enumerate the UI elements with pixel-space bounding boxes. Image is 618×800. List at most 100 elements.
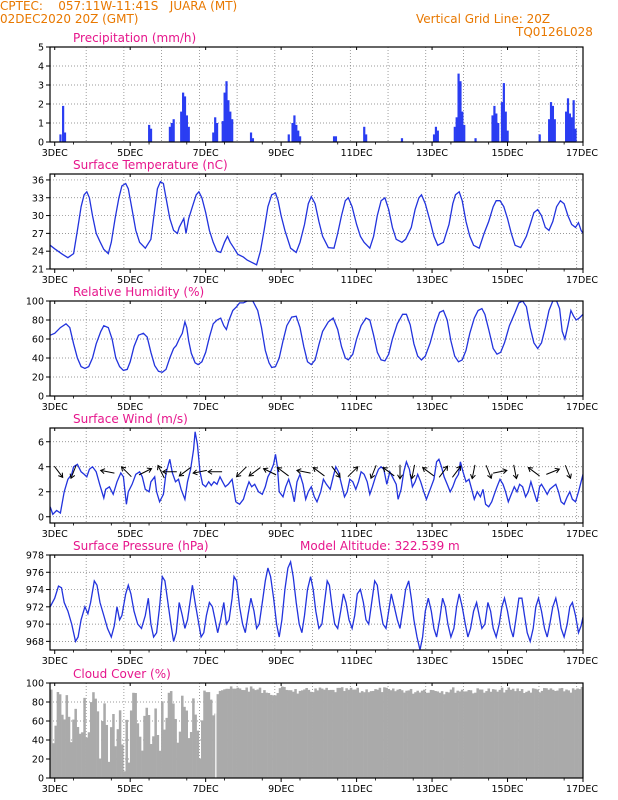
cloud-bar: [192, 698, 195, 778]
cloud-bar: [296, 693, 300, 778]
wind-data: [50, 431, 583, 516]
cloud-bar: [367, 692, 371, 778]
x-tick-label: 5DEC: [117, 148, 143, 159]
wind-frame: [49, 427, 584, 524]
wind-arrow-shaft: [347, 466, 359, 478]
cloud-bar: [300, 690, 304, 778]
cloud-bar: [189, 732, 193, 778]
cloud-bar: [309, 691, 313, 778]
wind-arrow-shaft: [382, 467, 395, 477]
wind-arrow-head: [512, 474, 519, 480]
wind-arrow-head: [397, 474, 403, 480]
cloud-bar: [258, 687, 262, 778]
x-tick-label: 9DEC: [268, 529, 294, 540]
cloud-bar: [72, 719, 75, 778]
y-tick-label: 6: [38, 437, 44, 448]
precip-bar: [221, 121, 224, 142]
precip-bar: [59, 134, 62, 142]
cloud-bar: [247, 691, 251, 778]
precip-bar: [251, 138, 255, 142]
precip-bar: [432, 134, 436, 142]
pres-frame: [49, 554, 584, 651]
y-tick-label: 24: [32, 247, 44, 258]
vertical-grid-line-label: Vertical Grid Line: 20Z: [416, 12, 551, 26]
cloud-bar: [372, 690, 375, 778]
cloud-frame: [49, 682, 584, 779]
cloud-bar: [494, 689, 497, 778]
cloud-bar: [129, 710, 133, 778]
x-tick-label: 13DEC: [416, 784, 448, 795]
y-tick-label: 2: [38, 100, 44, 111]
temp-title: Surface Temperature (nC): [73, 158, 228, 172]
y-tick-label: 5: [38, 43, 44, 54]
wind-arrow-head: [487, 473, 493, 480]
wind-arrow-head: [554, 467, 561, 474]
precip-bar: [297, 130, 300, 142]
y-tick-label: 80: [32, 698, 44, 709]
wind-arrow-shaft: [411, 464, 416, 479]
y-tick-label: 976: [26, 568, 44, 579]
cloud-bar: [52, 743, 55, 778]
y-tick-label: 4: [38, 462, 44, 473]
cloud-bar: [221, 690, 224, 778]
wind-arrow-head: [157, 464, 163, 471]
wind-arrow-head: [192, 469, 198, 476]
cloud-bar: [169, 691, 173, 778]
wind-arrow-head: [146, 467, 153, 473]
cloud-bar: [487, 688, 491, 778]
cloud-bar: [352, 689, 355, 778]
wind-arrow-head: [120, 466, 127, 472]
cloud-bar: [183, 706, 186, 778]
cloud-bar: [387, 689, 391, 778]
cloud-bar: [460, 689, 464, 778]
cloud-bar: [203, 690, 206, 778]
y-tick-label: 21: [32, 265, 44, 276]
precip-bar: [170, 123, 173, 142]
x-tick-label: 9DEC: [268, 784, 294, 795]
cloud-bar: [245, 687, 248, 778]
x-tick-label: 11DEC: [341, 275, 373, 286]
cloud-bar: [263, 690, 266, 778]
cloud-bar: [347, 689, 351, 778]
cloud-bar: [105, 724, 109, 778]
precip-bar: [172, 119, 175, 142]
cloud-bar: [92, 692, 95, 778]
cloud-bar: [287, 690, 291, 778]
cloud-bar: [451, 687, 455, 778]
model-code: TQ0126L028: [516, 25, 593, 39]
cloud-bar: [174, 718, 177, 778]
cloud-bar: [181, 695, 184, 778]
cloud-bar: [205, 692, 208, 778]
cloud-bar: [429, 689, 433, 778]
y-tick-label: 974: [26, 585, 44, 596]
cloud-bar: [252, 688, 255, 778]
wind-arrow-shaft: [331, 465, 341, 478]
cloud-bar: [507, 687, 511, 778]
cloud-bar: [414, 692, 417, 778]
wind-arrow-head: [262, 467, 269, 473]
cloud-bar: [76, 727, 80, 778]
precip-bar: [553, 119, 556, 142]
cloud-bar: [303, 689, 306, 778]
cloud-bar: [518, 691, 522, 778]
x-tick-label: 11DEC: [341, 148, 373, 159]
cloud-bar: [65, 695, 69, 778]
cloud-bar: [345, 688, 348, 778]
cloud-bar: [87, 732, 91, 778]
precip-bar: [148, 124, 151, 142]
precip-title: Precipitation (mm/h): [73, 31, 196, 45]
precip-bar: [455, 117, 458, 142]
precip-frame: [49, 46, 584, 143]
cloud-bar: [558, 688, 562, 778]
wind-arrow-shaft: [493, 469, 507, 474]
cloud-bar: [232, 688, 235, 778]
cloud-bar: [280, 686, 284, 778]
precip-bar: [334, 136, 338, 142]
pres-panel: Surface Pressure (hPa) Model Altitude: 32…: [26, 539, 598, 667]
precip-bar: [168, 126, 172, 142]
cloud-bar: [465, 691, 468, 778]
wind-arrow-shaft: [70, 465, 77, 479]
cloud-bar: [147, 715, 151, 778]
x-tick-label: 17DEC: [566, 402, 598, 413]
